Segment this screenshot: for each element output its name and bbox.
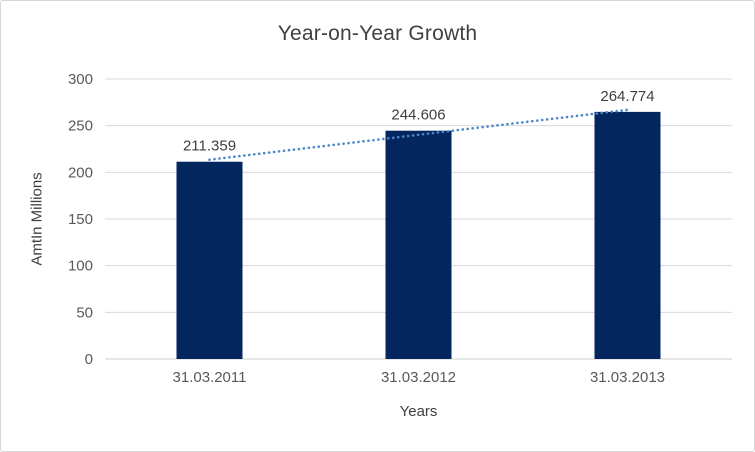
x-category-label: 31.03.2012 xyxy=(381,369,456,386)
y-tick-label: 150 xyxy=(68,211,93,228)
y-tick-label: 300 xyxy=(68,71,93,88)
data-label: 244.606 xyxy=(391,107,445,124)
data-label: 211.359 xyxy=(183,138,236,155)
x-axis-title: Years xyxy=(399,403,438,420)
bar xyxy=(176,161,243,359)
x-category-label: 31.03.2011 xyxy=(173,369,247,386)
y-tick-label: 250 xyxy=(68,118,93,135)
chart-title: Year-on-Year Growth xyxy=(277,22,478,45)
bar xyxy=(385,130,452,359)
y-tick-label: 50 xyxy=(76,304,93,321)
data-label: 264.774 xyxy=(600,88,654,105)
bar xyxy=(594,111,661,360)
trendline xyxy=(208,108,629,161)
y-tick-label: 200 xyxy=(68,164,93,181)
y-tick-label: 0 xyxy=(85,351,93,368)
y-tick-label: 100 xyxy=(68,258,93,275)
x-category-label: 31.03.2013 xyxy=(590,369,665,386)
